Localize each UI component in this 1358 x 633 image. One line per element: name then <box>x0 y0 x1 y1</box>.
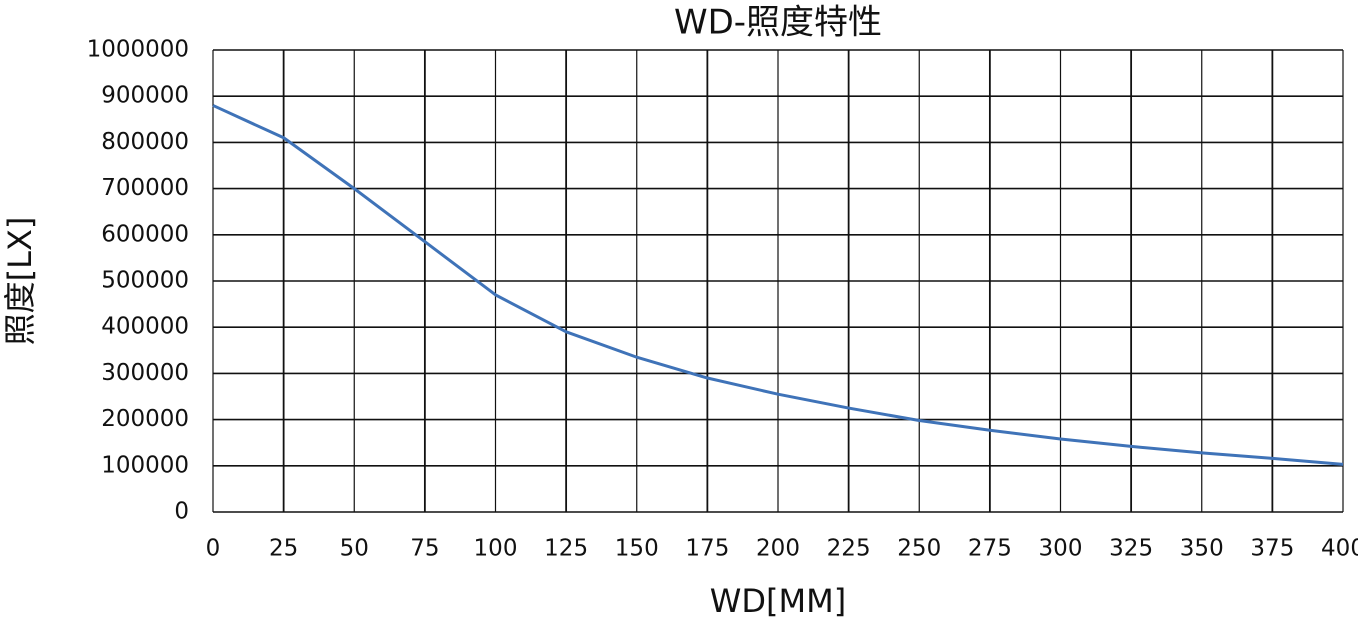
x-tick-label: 275 <box>968 536 1012 562</box>
y-tick-label: 100000 <box>101 452 189 478</box>
x-tick-label: 250 <box>897 536 941 562</box>
x-tick-label: 100 <box>474 536 518 562</box>
x-axis-label: WD[MM] <box>710 582 846 620</box>
x-tick-label: 350 <box>1180 536 1224 562</box>
x-tick-label: 400 <box>1321 536 1358 562</box>
y-tick-label: 400000 <box>101 314 189 340</box>
x-tick-label: 50 <box>340 536 369 562</box>
x-tick-label: 125 <box>544 536 588 562</box>
x-tick-label: 375 <box>1250 536 1294 562</box>
y-tick-label: 300000 <box>101 360 189 386</box>
x-tick-label: 225 <box>827 536 871 562</box>
y-tick-label: 0 <box>174 499 189 525</box>
y-tick-label: 1000000 <box>87 37 189 63</box>
y-tick-label: 600000 <box>101 221 189 247</box>
x-tick-label: 75 <box>410 536 439 562</box>
x-tick-label: 0 <box>206 536 221 562</box>
x-tick-label: 300 <box>1039 536 1083 562</box>
x-tick-label: 325 <box>1109 536 1153 562</box>
y-tick-label: 900000 <box>101 83 189 109</box>
y-axis-label: 照度[LX] <box>1 217 39 346</box>
x-tick-label: 200 <box>756 536 800 562</box>
y-tick-label: 500000 <box>101 268 189 294</box>
x-tick-label: 175 <box>685 536 729 562</box>
y-tick-label: 200000 <box>101 406 189 432</box>
y-tick-label: 800000 <box>101 129 189 155</box>
y-tick-label: 700000 <box>101 175 189 201</box>
x-tick-label: 150 <box>615 536 659 562</box>
data-line <box>212 104 1344 466</box>
x-tick-label: 25 <box>269 536 298 562</box>
chart-title: WD-照度特性 <box>674 3 882 43</box>
